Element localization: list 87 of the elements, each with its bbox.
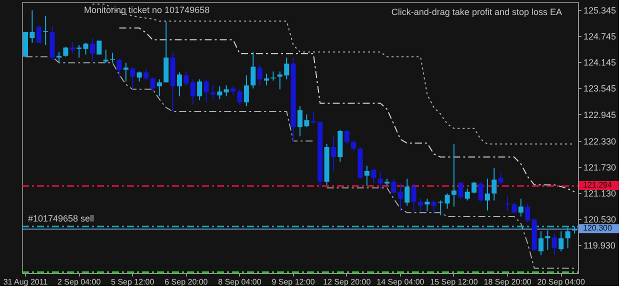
- y-tick-label: 120.530: [584, 214, 616, 225]
- ref-line-label: #101749658 sell: [28, 214, 94, 224]
- candlestick: [110, 52, 116, 64]
- candlestick: [451, 144, 456, 208]
- candlestick: [371, 168, 376, 184]
- y-tick-label: 119.930: [584, 240, 616, 251]
- candlestick: [378, 171, 383, 190]
- candlestick: [130, 66, 136, 90]
- candlestick: [518, 198, 524, 218]
- y-tick-label: 122.945: [584, 110, 616, 120]
- candlestick: [90, 38, 95, 62]
- candlestick: [431, 200, 436, 214]
- candlestick: [505, 196, 510, 212]
- y-tick-label: 121.130: [584, 188, 616, 199]
- annotation: Click-and-drag take profit and stop loss EA: [391, 7, 562, 17]
- candlestick: [250, 51, 256, 89]
- candlestick: [492, 167, 497, 201]
- candlestick: [176, 72, 182, 97]
- candlestick: [224, 84, 229, 97]
- y-tick-label: 122.330: [584, 136, 616, 146]
- x-tick-label: 15 Sep 12:00: [430, 278, 478, 286]
- candlestick: [63, 46, 68, 58]
- x-tick-label: 20 Sep 04:00: [537, 278, 586, 286]
- candlestick: [184, 70, 189, 87]
- candlestick: [330, 136, 336, 172]
- candlestick: [525, 203, 530, 223]
- x-tick-label: 2 Sep 04:00: [57, 278, 102, 286]
- candlestick: [70, 41, 75, 54]
- candlestick: [257, 64, 262, 86]
- candlestick: [116, 58, 122, 78]
- candlestick: [43, 15, 48, 46]
- candlestick: [136, 70, 142, 82]
- candlestick: [411, 183, 416, 212]
- candlestick: [444, 193, 450, 210]
- candlestick: [364, 165, 370, 186]
- x-tick-label: 18 Sep 20:00: [484, 278, 532, 286]
- candlestick: [197, 78, 202, 101]
- candlestick: [83, 42, 88, 56]
- x-tick-label: 5 Sep 12:00: [111, 278, 155, 286]
- candlestick: [270, 70, 276, 82]
- y-tick-label: 121.730: [584, 162, 616, 173]
- candlestick: [237, 88, 242, 105]
- x-tick-label: 12 Sep 20:00: [323, 278, 372, 286]
- candlestick: [217, 86, 222, 100]
- candlestick: [398, 183, 403, 212]
- candlestick: [76, 44, 82, 58]
- y-tick-label: 124.745: [584, 32, 616, 42]
- x-tick-label: 14 Sep 04:00: [376, 278, 425, 286]
- candlestick: [156, 78, 162, 97]
- candlestick: [552, 232, 557, 256]
- candlestick: [244, 74, 249, 107]
- candlestick: [36, 25, 42, 44]
- candlestick: [310, 110, 316, 125]
- candlestick: [558, 230, 564, 252]
- candlestick: [404, 178, 410, 206]
- candlestick: [478, 181, 484, 202]
- candlestick: [210, 84, 216, 100]
- y-tick-label: 123.545: [584, 84, 616, 94]
- candlestick: [123, 62, 128, 82]
- candlestick: [190, 78, 196, 105]
- ref-line-label: 120.300: [583, 224, 612, 233]
- x-tick-label: 8 Sep 04:00: [218, 278, 262, 286]
- y-tick-label: 125.345: [584, 6, 616, 16]
- candlestick: [512, 202, 517, 214]
- y-tick-label: 124.145: [584, 58, 616, 68]
- candlestick: [391, 178, 396, 194]
- candlestick: [144, 68, 149, 82]
- annotation: Monitoring ticket no 101749658: [84, 5, 210, 15]
- candlestick: [150, 77, 156, 92]
- x-tick-label: 31 Aug 2011: [3, 278, 48, 286]
- candlestick: [351, 140, 356, 152]
- candlestick: [96, 40, 102, 56]
- line-series: [118, 28, 575, 192]
- candlestick: [545, 230, 550, 250]
- candlestick: [264, 73, 270, 86]
- candlestick: [484, 178, 490, 211]
- candlestick: [498, 172, 504, 186]
- candlestick: [538, 230, 544, 256]
- candlestick: [565, 226, 570, 249]
- candlestick: [204, 78, 209, 103]
- ref-line-label: 121.294: [583, 180, 612, 190]
- x-tick-label: 6 Sep 20:00: [164, 278, 208, 286]
- x-tick-label: 9 Sep 12:00: [272, 278, 316, 286]
- candlestick: [458, 181, 464, 200]
- candlestick: [344, 130, 350, 145]
- candlestick: [424, 198, 430, 212]
- candlestick: [418, 198, 424, 212]
